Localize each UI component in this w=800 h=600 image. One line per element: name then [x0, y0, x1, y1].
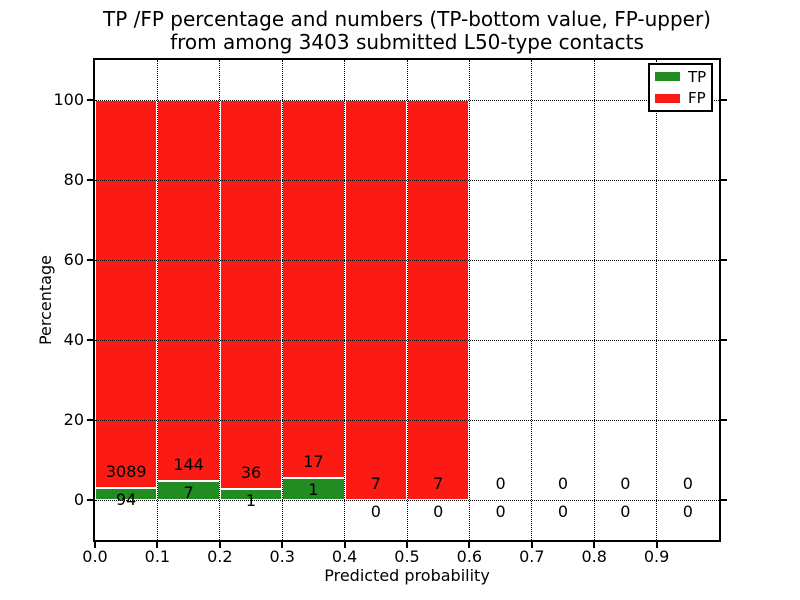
- fp-bar: [219, 100, 283, 490]
- fp-count-label: 36: [240, 463, 262, 483]
- y-tick-label: 60: [63, 250, 84, 269]
- tp-bar: [157, 481, 220, 500]
- x-tick-label: 0.4: [331, 547, 358, 566]
- gridline: [656, 60, 658, 540]
- gridline: [95, 339, 719, 341]
- legend-label-tp: TP: [688, 67, 707, 86]
- fp-count-label: 7: [433, 474, 444, 493]
- y-tick-mark-right: [721, 179, 727, 181]
- fp-bar: [407, 100, 470, 500]
- tp-count-label: 94: [116, 490, 137, 510]
- gridline: [406, 60, 408, 540]
- y-tick-mark: [87, 419, 93, 421]
- tp-bar: [95, 488, 158, 500]
- x-tick-label: 0.9: [643, 547, 670, 566]
- x-tick-mark: [406, 542, 408, 548]
- tp-count-label: 1: [245, 491, 257, 511]
- y-tick-mark-right: [721, 99, 727, 101]
- gridline: [95, 419, 719, 421]
- gridline: [95, 99, 719, 101]
- x-tick-label: 0.6: [456, 547, 483, 566]
- x-tick-label: 0.8: [581, 547, 607, 566]
- tp-legend-swatch: [655, 72, 680, 82]
- gridline: [95, 179, 719, 181]
- gridline: [219, 60, 221, 540]
- legend-item-fp: FP: [655, 90, 711, 106]
- x-tick-mark: [468, 542, 471, 548]
- fp-count-label: 0: [557, 474, 569, 493]
- y-axis-label: Percentage: [36, 255, 55, 346]
- tp-count-label: 0: [433, 502, 444, 521]
- x-tick-mark: [655, 542, 658, 548]
- x-tick-label: 0.5: [394, 547, 420, 566]
- gridline: [281, 60, 283, 540]
- y-tick-label: 100: [53, 90, 84, 109]
- tp-bar: [282, 477, 345, 500]
- y-tick-mark-right: [721, 499, 727, 501]
- fp-count-label: 0: [495, 474, 506, 493]
- fp-count-label: 3089: [105, 462, 147, 482]
- x-tick-label: 0.0: [82, 547, 108, 566]
- x-tick-label: 0.2: [207, 547, 233, 566]
- x-tick-mark: [281, 542, 284, 548]
- legend-label-fp: FP: [688, 89, 706, 108]
- x-tick-mark: [156, 542, 159, 548]
- y-tick-label: 0: [73, 490, 84, 509]
- y-tick-mark-right: [721, 419, 727, 421]
- y-tick-mark: [87, 179, 93, 181]
- chart-title: TP /FP percentage and numbers (TP-bottom…: [103, 7, 711, 54]
- fp-count-label: 7: [370, 474, 381, 493]
- tp-count-label: 0: [370, 502, 381, 521]
- gridline: [531, 60, 533, 540]
- fp-count-label: 144: [173, 455, 204, 475]
- x-tick-label: 0.3: [269, 547, 295, 566]
- legend: TP FP: [648, 63, 713, 112]
- fp-bar: [282, 100, 345, 478]
- y-tick-label: 20: [63, 410, 84, 429]
- tp-count-label: 0: [495, 502, 506, 521]
- gridline: [95, 259, 719, 261]
- y-tick-mark: [87, 339, 93, 341]
- x-tick-label: 0.7: [519, 547, 545, 566]
- tp-count-label: 1: [308, 479, 319, 499]
- y-tick-label: 80: [63, 170, 84, 189]
- gridline: [593, 60, 595, 540]
- y-tick-mark: [87, 99, 93, 101]
- y-tick-label: 40: [63, 330, 84, 349]
- x-tick-mark: [218, 542, 221, 548]
- y-tick-mark-right: [721, 339, 727, 341]
- gridline: [468, 60, 470, 540]
- fp-legend-swatch: [655, 93, 680, 103]
- y-tick-mark: [87, 499, 93, 501]
- tp-count-label: 0: [620, 502, 631, 521]
- fp-bar: [344, 100, 407, 500]
- tp-bar: [219, 489, 283, 500]
- y-tick-mark: [87, 259, 93, 261]
- x-tick-mark: [530, 542, 533, 548]
- x-tick-mark: [593, 542, 596, 548]
- fp-count-label: 0: [620, 474, 631, 493]
- fp-bar: [95, 100, 158, 489]
- x-tick-label: 0.1: [144, 547, 171, 566]
- x-tick-mark: [94, 542, 96, 548]
- tp-count-label: 0: [557, 502, 569, 521]
- gridline: [156, 60, 158, 540]
- tp-count-label: 7: [183, 483, 194, 503]
- gridline: [344, 60, 346, 540]
- gridline: [95, 499, 719, 501]
- fp-count-label: 0: [682, 474, 693, 493]
- fp-count-label: 17: [303, 451, 324, 471]
- tp-count-label: 0: [682, 502, 693, 521]
- x-tick-mark: [343, 542, 346, 548]
- y-tick-mark-right: [721, 259, 727, 261]
- legend-item-tp: TP: [655, 69, 711, 85]
- x-axis-label: Predicted probability: [324, 566, 490, 585]
- fp-bar: [157, 100, 220, 482]
